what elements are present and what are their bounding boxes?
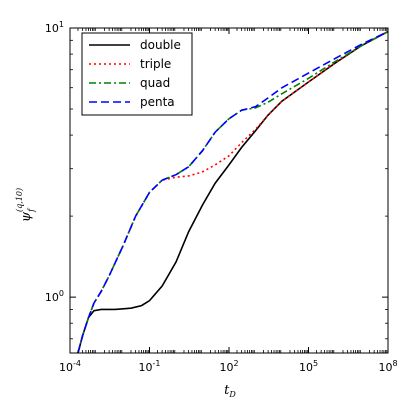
- y-axis-label-main: ψ: [19, 211, 34, 222]
- y-tick-label: 100: [45, 289, 64, 304]
- x-tick-label: 10-1: [139, 359, 161, 374]
- series-line-double: [77, 30, 388, 353]
- x-axis-label-main: t: [224, 383, 230, 398]
- legend: double triple quad penta: [81, 32, 193, 116]
- series-layer: [77, 30, 388, 353]
- x-axis-label-sub: D: [228, 390, 236, 399]
- legend-label-quad: quad: [140, 76, 170, 90]
- svg-text:tD: tD: [224, 383, 236, 399]
- legend-label-double: double: [140, 38, 181, 52]
- plot-frame: [69, 27, 389, 354]
- x-tick-label: 108: [378, 359, 397, 374]
- x-tick-label: 102: [219, 359, 238, 374]
- legend-box: [81, 32, 193, 116]
- y-axis-label-sub: f: [27, 207, 36, 213]
- legend-label-penta: penta: [140, 95, 175, 109]
- y-axis-label: ψf(q,10): [15, 188, 36, 222]
- x-tick-label: 105: [299, 359, 318, 374]
- y-axis-label-sup: (q,10): [15, 188, 24, 212]
- series-line-penta: [77, 30, 388, 353]
- x-tick-label: 10-4: [59, 359, 81, 374]
- y-tick-label: 101: [45, 20, 64, 35]
- legend-label-triple: triple: [140, 57, 171, 71]
- svg-text:ψf(q,10): ψf(q,10): [15, 188, 36, 222]
- x-axis-label: tD: [224, 383, 236, 399]
